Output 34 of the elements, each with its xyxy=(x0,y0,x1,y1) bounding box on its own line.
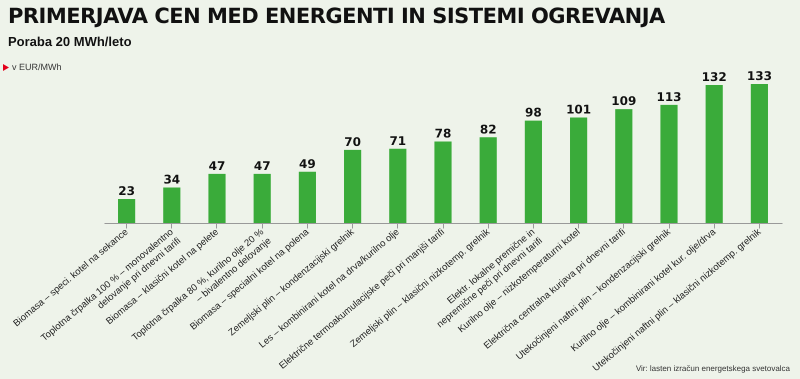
y-axis-title: v EUR/MWh xyxy=(12,62,62,72)
bar xyxy=(750,84,768,223)
data-label: 98 xyxy=(525,106,542,120)
data-label: 49 xyxy=(299,156,316,171)
data-label: 34 xyxy=(163,172,180,186)
data-label: 101 xyxy=(566,102,592,116)
bar xyxy=(344,150,362,223)
data-label: 23 xyxy=(118,184,135,198)
bar xyxy=(434,141,452,223)
data-label: 47 xyxy=(208,158,226,173)
bar xyxy=(570,117,588,223)
data-label: 133 xyxy=(746,69,772,83)
bar xyxy=(615,109,632,223)
bar xyxy=(208,174,226,223)
data-label: 70 xyxy=(344,134,361,149)
bar xyxy=(706,85,723,223)
bar xyxy=(163,187,180,223)
bar xyxy=(118,198,136,223)
text: Vir: lasten izračun energetskega svetovalca xyxy=(636,364,790,373)
data-label: 132 xyxy=(702,70,727,84)
data-label: 113 xyxy=(656,90,682,104)
data-label: 82 xyxy=(480,122,497,136)
bar xyxy=(389,148,406,223)
bar xyxy=(480,137,497,223)
bar xyxy=(524,120,542,223)
chart-subtitle: Poraba 20 MWh/leto xyxy=(8,34,132,49)
data-label: 71 xyxy=(389,134,406,148)
bar xyxy=(254,174,271,223)
bar xyxy=(298,172,316,223)
data-label: 109 xyxy=(611,94,636,108)
bar xyxy=(660,104,678,223)
data-label: 78 xyxy=(434,126,452,140)
chart-title: PRIMERJAVA CEN MED ENERGENTI IN SISTEMI OGREVANJA xyxy=(8,4,665,28)
data-label: 47 xyxy=(254,158,271,173)
